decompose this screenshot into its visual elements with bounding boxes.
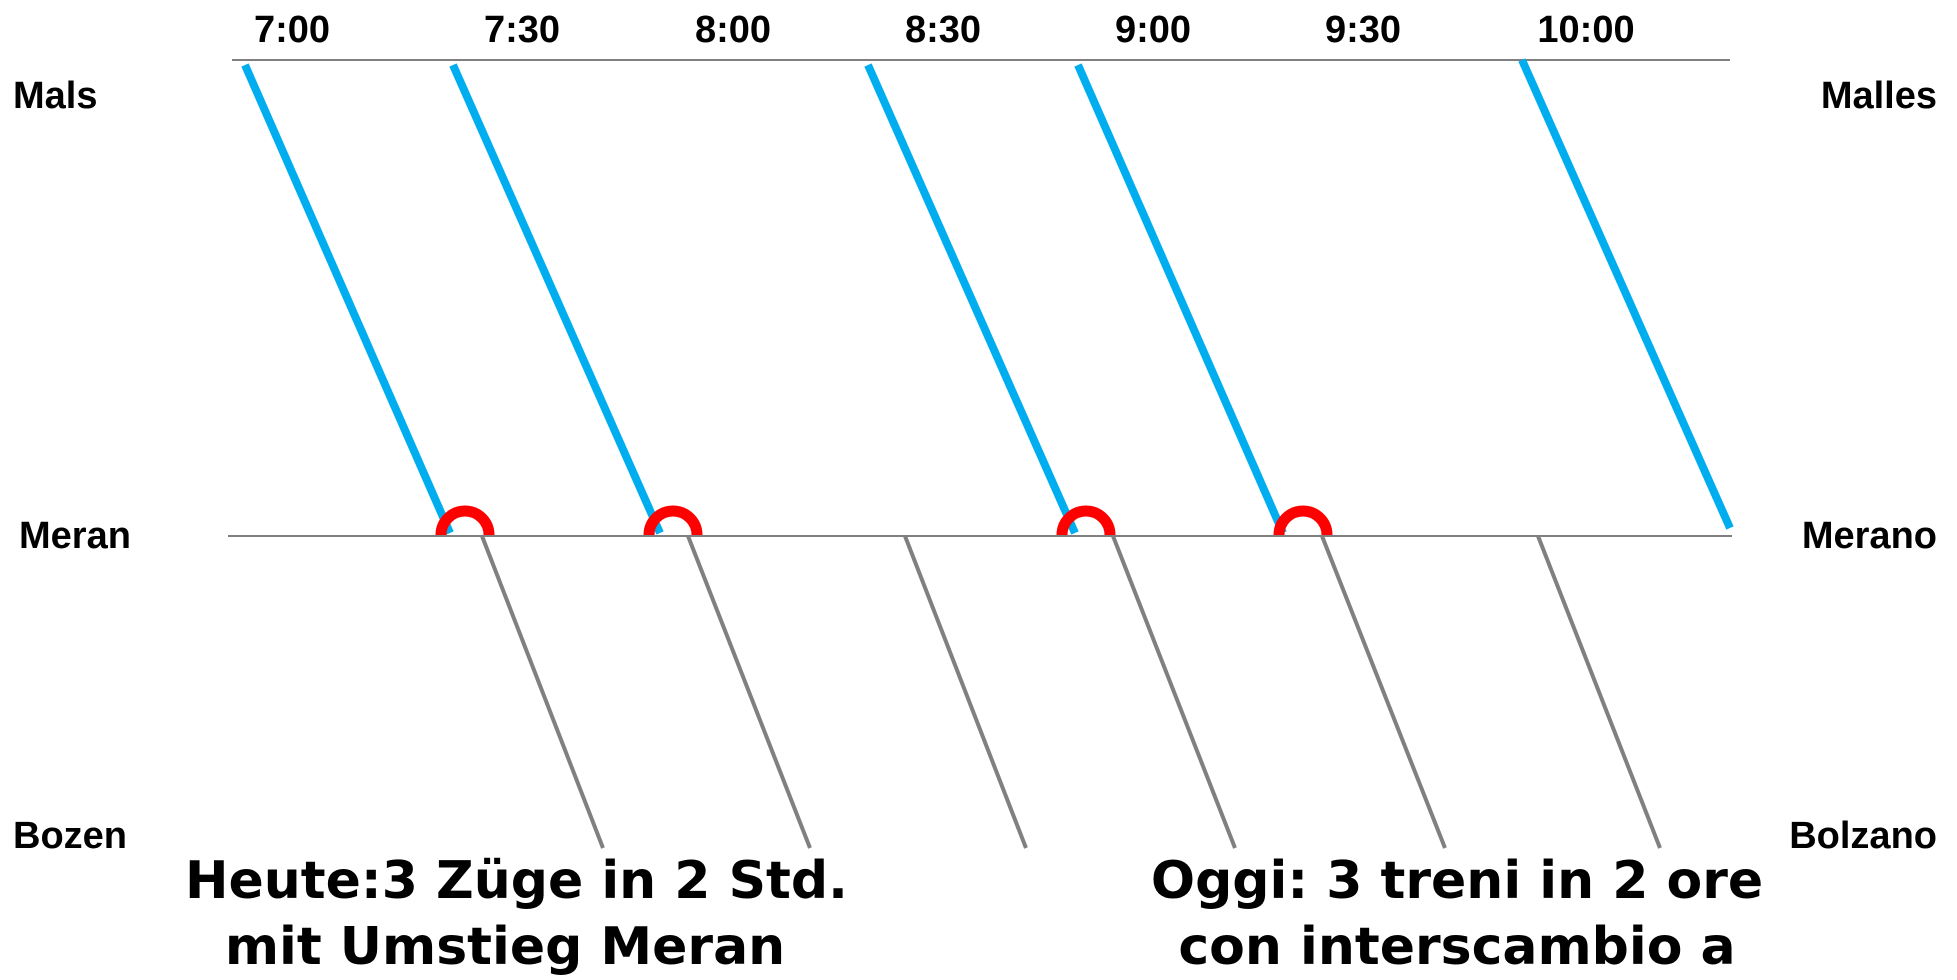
train-path-lower	[1111, 535, 1237, 849]
station-labels: Mals Malles Meran Merano Bozen Bolzano	[13, 75, 1937, 857]
german-caption: Heute:3 Züge in 2 Std. mit Umstieg Meran	[185, 848, 848, 980]
station-label-bozen: Bozen	[13, 815, 127, 857]
transfer-markers	[435, 505, 1333, 536]
upper-section-trains	[241, 58, 1734, 535]
train-path-lower	[480, 535, 605, 849]
time-label-0800: 8:00	[695, 9, 771, 51]
train-path-upper	[864, 63, 1079, 535]
station-label-meran: Meran	[19, 515, 131, 557]
transfer-marker	[1056, 505, 1116, 536]
train-path-lower	[1320, 535, 1447, 849]
train-path-lower	[686, 535, 812, 849]
train-path-upper	[241, 63, 454, 535]
station-label-merano: Merano	[1802, 515, 1937, 557]
train-path-lower	[903, 535, 1028, 849]
transfer-marker	[435, 505, 495, 536]
transfer-marker	[1273, 505, 1333, 536]
station-label-bolzano: Bolzano	[1789, 815, 1937, 857]
train-path-upper	[1074, 63, 1287, 535]
time-axis-labels: 7:00 7:30 8:00 8:30 9:00 9:30 10:00	[254, 9, 1635, 51]
train-path-upper	[449, 63, 664, 535]
german-caption-line-2: mit Umstieg Meran	[224, 917, 786, 977]
time-label-0700: 7:00	[254, 9, 330, 51]
italian-caption-line-1: Oggi: 3 treni in 2 ore	[1150, 851, 1764, 911]
transfer-marker	[643, 505, 703, 536]
italian-caption-line-2: con interscambio a	[1178, 917, 1736, 977]
train-path-lower	[1536, 535, 1662, 849]
lower-section-trains	[480, 535, 1662, 849]
german-caption-line-1: Heute:3 Züge in 2 Std.	[185, 851, 848, 911]
time-label-0900: 9:00	[1115, 9, 1191, 51]
time-label-0830: 8:30	[905, 9, 981, 51]
train-path-upper	[1518, 58, 1734, 530]
time-label-1000: 10:00	[1537, 9, 1634, 51]
italian-caption: Oggi: 3 treni in 2 ore con interscambio …	[1137, 848, 1777, 980]
station-label-mals: Mals	[13, 75, 97, 117]
station-label-malles: Malles	[1821, 75, 1937, 117]
time-label-0930: 9:30	[1325, 9, 1401, 51]
time-label-0730: 7:30	[484, 9, 560, 51]
